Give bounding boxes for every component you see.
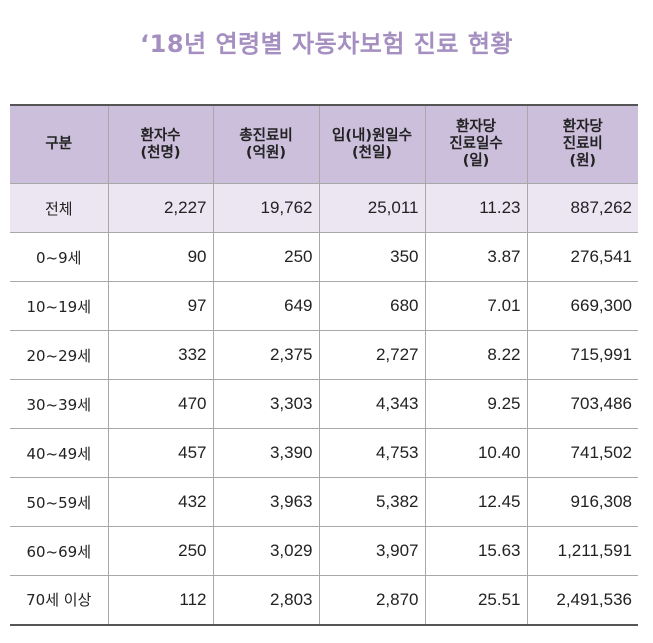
row-label: 0~9세 xyxy=(10,232,108,282)
table-header-row: 구분 환자수 (천명) 총진료비 (억원) 입(내)원일수 (천일) 환자당 진… xyxy=(10,105,638,184)
header-total-cost: 총진료비 (억원) xyxy=(212,105,319,184)
cell-treatment-days: 3,907 xyxy=(318,526,425,576)
cell-cost-per-patient: 887,262 xyxy=(526,183,638,233)
cell-days-per-patient: 9.25 xyxy=(424,379,527,429)
cell-patients: 250 xyxy=(107,526,213,576)
cell-treatment-days: 25,011 xyxy=(318,183,425,233)
cell-total-cost: 250 xyxy=(212,232,319,282)
table-row: 30~39세 470 3,303 4,343 9.25 703,486 xyxy=(10,379,638,429)
cell-total-cost: 2,803 xyxy=(212,575,319,625)
cell-treatment-days: 4,343 xyxy=(318,379,425,429)
cell-total-cost: 3,303 xyxy=(212,379,319,429)
cell-patients: 470 xyxy=(107,379,213,429)
cell-days-per-patient: 15.63 xyxy=(424,526,527,576)
row-label: 전체 xyxy=(10,183,108,233)
cell-treatment-days: 2,727 xyxy=(318,330,425,380)
cell-days-per-patient: 10.40 xyxy=(424,428,527,478)
cell-patients: 332 xyxy=(107,330,213,380)
cell-total-cost: 2,375 xyxy=(212,330,319,380)
row-label: 70세 이상 xyxy=(10,575,108,625)
row-label: 20~29세 xyxy=(10,330,108,380)
row-label: 40~49세 xyxy=(10,428,108,478)
cell-days-per-patient: 12.45 xyxy=(424,477,527,527)
cell-days-per-patient: 11.23 xyxy=(424,183,527,233)
cell-cost-per-patient: 916,308 xyxy=(526,477,638,527)
cell-treatment-days: 680 xyxy=(318,281,425,331)
table-row: 20~29세 332 2,375 2,727 8.22 715,991 xyxy=(10,330,638,380)
cell-patients: 112 xyxy=(107,575,213,625)
cell-total-cost: 3,029 xyxy=(212,526,319,576)
page-title: ‘18년 연령별 자동차보험 진료 현황 xyxy=(140,30,513,58)
table-row: 60~69세 250 3,029 3,907 15.63 1,211,591 xyxy=(10,526,638,576)
table-row-total: 전체 2,227 19,762 25,011 11.23 887,262 xyxy=(10,183,638,233)
cell-patients: 2,227 xyxy=(107,183,213,233)
row-label: 60~69세 xyxy=(10,526,108,576)
table-row: 70세 이상 112 2,803 2,870 25.51 2,491,536 xyxy=(10,575,638,625)
header-cost-per-patient: 환자당 진료비 (원) xyxy=(526,105,638,184)
row-label: 10~19세 xyxy=(10,281,108,331)
row-label: 50~59세 xyxy=(10,477,108,527)
cell-cost-per-patient: 1,211,591 xyxy=(526,526,638,576)
statistics-table: 구분 환자수 (천명) 총진료비 (억원) 입(내)원일수 (천일) 환자당 진… xyxy=(10,104,638,626)
cell-total-cost: 19,762 xyxy=(212,183,319,233)
cell-cost-per-patient: 276,541 xyxy=(526,232,638,282)
cell-cost-per-patient: 669,300 xyxy=(526,281,638,331)
cell-total-cost: 3,390 xyxy=(212,428,319,478)
table-row: 40~49세 457 3,390 4,753 10.40 741,502 xyxy=(10,428,638,478)
cell-treatment-days: 2,870 xyxy=(318,575,425,625)
table-row: 0~9세 90 250 350 3.87 276,541 xyxy=(10,232,638,282)
cell-days-per-patient: 3.87 xyxy=(424,232,527,282)
cell-treatment-days: 5,382 xyxy=(318,477,425,527)
row-label: 30~39세 xyxy=(10,379,108,429)
cell-cost-per-patient: 715,991 xyxy=(526,330,638,380)
header-days-per-patient: 환자당 진료일수 (일) xyxy=(424,105,527,184)
table-row: 10~19세 97 649 680 7.01 669,300 xyxy=(10,281,638,331)
cell-patients: 90 xyxy=(107,232,213,282)
cell-patients: 457 xyxy=(107,428,213,478)
cell-days-per-patient: 7.01 xyxy=(424,281,527,331)
header-treatment-days: 입(내)원일수 (천일) xyxy=(318,105,425,184)
cell-treatment-days: 4,753 xyxy=(318,428,425,478)
cell-days-per-patient: 25.51 xyxy=(424,575,527,625)
cell-total-cost: 3,963 xyxy=(212,477,319,527)
cell-patients: 97 xyxy=(107,281,213,331)
cell-total-cost: 649 xyxy=(212,281,319,331)
cell-patients: 432 xyxy=(107,477,213,527)
header-category: 구분 xyxy=(10,105,108,184)
cell-days-per-patient: 8.22 xyxy=(424,330,527,380)
cell-cost-per-patient: 703,486 xyxy=(526,379,638,429)
header-patients: 환자수 (천명) xyxy=(107,105,213,184)
cell-cost-per-patient: 741,502 xyxy=(526,428,638,478)
table-row: 50~59세 432 3,963 5,382 12.45 916,308 xyxy=(10,477,638,527)
cell-treatment-days: 350 xyxy=(318,232,425,282)
cell-cost-per-patient: 2,491,536 xyxy=(526,575,638,625)
